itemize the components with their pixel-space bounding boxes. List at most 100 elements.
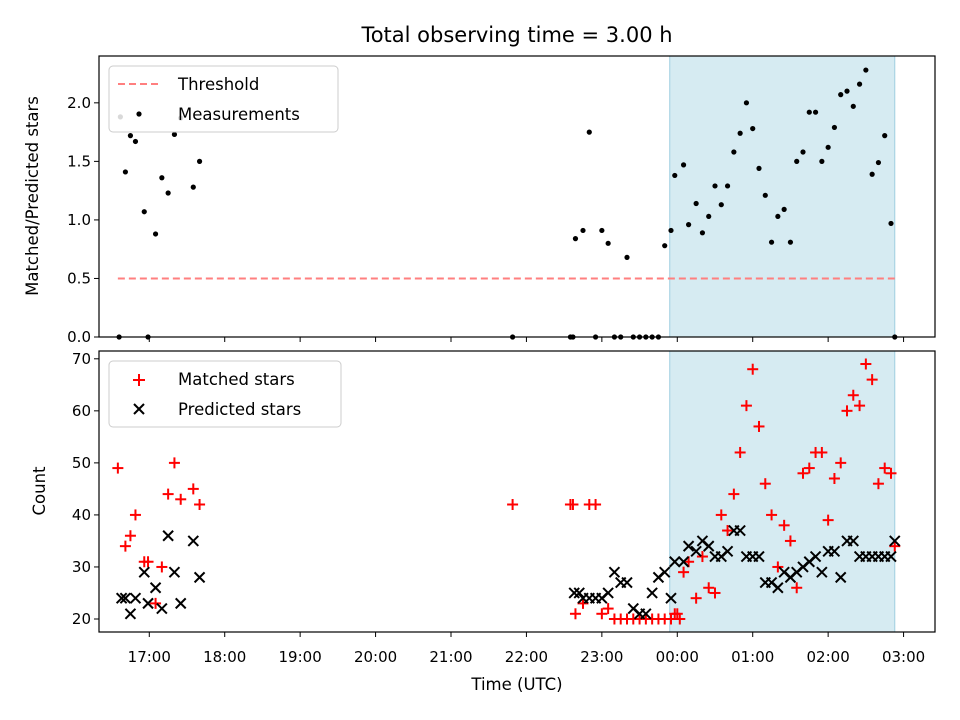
- predicted-stars-series: [115, 524, 901, 620]
- count-x-tick-label: 01:00: [731, 648, 774, 666]
- matched-star-point: [816, 446, 828, 458]
- ratio-y-tick-label: 1.5: [67, 152, 91, 170]
- predicted-star-point: [568, 587, 580, 599]
- measurement-point: [196, 158, 203, 164]
- predicted-star-point: [772, 582, 784, 594]
- measurement-point: [844, 88, 850, 94]
- matched-star-point: [841, 405, 853, 417]
- legend-measurements-swatch: [136, 111, 142, 117]
- measurement-point: [171, 131, 178, 138]
- predicted-star-point: [809, 550, 822, 563]
- matched-star-point: [740, 400, 752, 412]
- measurement-point: [775, 213, 781, 220]
- matched-star-point: [194, 499, 206, 511]
- matched-star-point: [690, 592, 702, 604]
- count-y-tick-label: 20: [72, 610, 91, 628]
- measurement-point: [572, 236, 579, 242]
- matched-stars-series: [112, 358, 901, 625]
- measurement-point: [762, 192, 768, 198]
- matched-star-point: [791, 582, 803, 594]
- predicted-star-point: [187, 535, 199, 547]
- matched-star-point: [709, 587, 721, 599]
- predicted-star-point: [669, 556, 681, 568]
- ratio-x-ticks: [148, 337, 905, 342]
- matched-star-point: [678, 566, 690, 578]
- matched-star-point: [722, 525, 734, 537]
- count-x-tick-label: 18:00: [203, 648, 246, 666]
- count-legend: Matched stars Predicted stars: [108, 360, 342, 428]
- measurement-point: [750, 125, 756, 132]
- measurement-point: [693, 200, 699, 207]
- count-x-tick-label: 23:00: [580, 648, 623, 666]
- matched-star-point: [577, 597, 589, 609]
- legend-measurements-label: Measurements: [178, 105, 300, 124]
- matched-star-point: [112, 462, 124, 474]
- measurement-point: [586, 129, 592, 135]
- predicted-star-point: [646, 587, 658, 599]
- matched-star-point: [728, 488, 740, 500]
- matched-star-point: [187, 483, 199, 495]
- count-x-tick-label: 17:00: [128, 648, 171, 666]
- legend-predicted-swatch: [133, 403, 145, 415]
- matched-star-point: [734, 446, 746, 458]
- count-x-tick-label: 19:00: [279, 648, 322, 666]
- predicted-star-point: [138, 566, 150, 578]
- measurement-point: [122, 169, 128, 175]
- predicted-star-point: [193, 571, 206, 584]
- predicted-star-point: [608, 566, 621, 578]
- measurement-point: [141, 209, 147, 215]
- measurement-point: [699, 230, 706, 236]
- measurement-point: [863, 67, 869, 73]
- ratio-legend-box: [108, 65, 339, 133]
- measurement-point: [731, 149, 737, 155]
- predicted-star-point: [142, 597, 154, 610]
- count-x-tick-label: 03:00: [882, 648, 925, 666]
- matched-star-point: [507, 499, 519, 511]
- count-y-tick-label: 40: [72, 506, 91, 524]
- ratio-axes-frame: [98, 55, 936, 338]
- measurement-point: [190, 184, 196, 190]
- ratio-y-tick-label: 1.0: [67, 211, 91, 229]
- measurement-point: [819, 158, 825, 164]
- predicted-star-point: [889, 535, 901, 547]
- count-y-tick-label: 70: [72, 350, 91, 368]
- predicted-star-point: [659, 566, 671, 578]
- ratio-shaded-interval: [669, 55, 896, 338]
- measurement-point: [132, 138, 139, 145]
- count-panel: 20 30 40 50 60 70 17:00 18:00 19:00 20:00 21:00 22…: [30, 350, 936, 694]
- measurement-point: [724, 183, 731, 189]
- matched-star-point: [822, 514, 834, 526]
- measurement-point: [806, 109, 812, 115]
- legend-matched-label: Matched stars: [178, 370, 295, 389]
- measurement-point: [756, 165, 762, 171]
- matched-star-point: [772, 561, 784, 573]
- count-axes-frame: [98, 350, 936, 633]
- matched-star-point: [784, 535, 796, 547]
- matched-star-point: [119, 540, 131, 552]
- matched-star-point: [175, 493, 187, 505]
- matched-star-point: [703, 582, 715, 594]
- legend-threshold-label: Threshold: [177, 75, 259, 94]
- matched-star-point: [150, 597, 162, 609]
- predicted-star-point: [816, 566, 828, 578]
- matched-star-point: [596, 608, 608, 620]
- matched-star-point: [854, 400, 866, 412]
- count-y-axis-label: Count: [30, 466, 49, 516]
- predicted-star-point: [573, 587, 585, 599]
- matched-star-point: [885, 467, 897, 479]
- predicted-star-point: [119, 592, 132, 604]
- matched-star-point: [766, 509, 778, 521]
- matched-star-point: [835, 457, 847, 469]
- measurement-point: [882, 133, 888, 139]
- matched-star-point: [889, 540, 901, 552]
- matched-star-point: [602, 603, 614, 615]
- count-x-axis: 17:00 18:00 19:00 20:00 21:00 22:00 23:00 00:00…: [128, 632, 925, 666]
- predicted-star-point: [115, 592, 128, 604]
- measurement-point: [794, 158, 800, 164]
- measurement-point: [787, 239, 794, 245]
- predicted-star-point: [690, 545, 702, 558]
- matched-star-point: [567, 499, 579, 511]
- measurement-point: [599, 227, 605, 234]
- matched-star-point: [778, 519, 790, 531]
